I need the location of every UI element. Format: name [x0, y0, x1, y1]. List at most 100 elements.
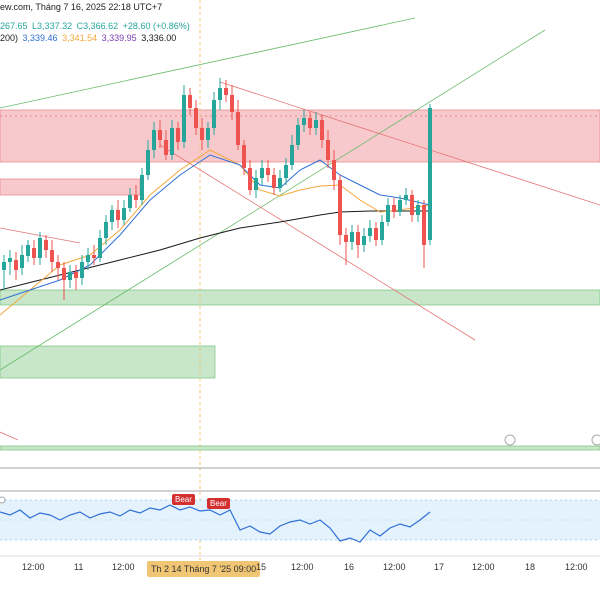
candle-body	[266, 168, 270, 175]
candle-body	[146, 150, 150, 175]
candle-body	[92, 255, 96, 258]
candle-body	[176, 128, 180, 142]
x-label-6: 16	[344, 562, 355, 572]
x-label-2: 11	[74, 562, 84, 572]
ma-legend: 200) 3,339.46 3,341.54 3,339.95 3,336.00	[0, 33, 178, 43]
candle-body	[326, 140, 330, 160]
candle-body	[362, 236, 366, 245]
candle-body	[344, 235, 348, 242]
candle-body	[404, 195, 408, 200]
downtrend-line-2	[159, 144, 476, 341]
candle-body	[20, 255, 24, 268]
candle-body	[224, 88, 228, 95]
candle-body	[98, 238, 102, 258]
crosshair-date-label: Th 2 14 Tháng 7 '25 09:00	[147, 561, 261, 577]
x-label-7: 12:00	[383, 562, 406, 572]
candle-body	[242, 145, 246, 168]
ohlc-close: C3,366.62	[76, 21, 119, 31]
ma-value-4: 3,336.00	[141, 33, 177, 43]
candle-body	[140, 175, 144, 200]
candle-body	[278, 178, 282, 188]
candle-body	[158, 130, 162, 140]
candle-body	[422, 205, 426, 245]
candle-body	[170, 128, 174, 155]
candle-body	[380, 222, 384, 240]
candle-body	[200, 128, 204, 140]
ohlc-values: 267.65 L3,337.32 C3,366.62 +28.60 (+0.86…	[0, 21, 192, 31]
candle-body	[428, 108, 432, 240]
candle-body	[230, 95, 234, 112]
x-label-5: 12:00	[291, 562, 314, 572]
ma-value-1: 3,339.46	[22, 33, 58, 43]
x-label-8: 17	[434, 562, 445, 572]
channel-upper-line	[0, 17, 416, 109]
candle-body	[110, 210, 114, 222]
support-zone-low	[0, 345, 216, 379]
candle-body	[212, 100, 216, 128]
x-label-3: 12:00	[112, 562, 135, 572]
ma-period: 200)	[0, 33, 19, 43]
x-label-11: 12:00	[565, 562, 588, 572]
candle-body	[206, 128, 210, 140]
candle-body	[320, 120, 324, 140]
oscillator-line	[0, 504, 431, 543]
candle-body	[68, 272, 72, 280]
ohlc-legend: ew.com, Tháng 7 16, 2025 22:18 UTC+7	[0, 2, 164, 12]
candle-body	[356, 232, 360, 245]
candle-body	[260, 168, 264, 178]
osc-marker-3	[0, 496, 6, 504]
candle-body	[194, 108, 198, 128]
candle-body	[50, 250, 54, 262]
candle-body	[272, 175, 276, 188]
candle-body	[104, 222, 108, 238]
candle-body	[32, 248, 36, 258]
ma-value-2: 3,341.54	[62, 33, 98, 43]
candle-body	[122, 208, 126, 220]
osc-marker-2	[591, 434, 600, 446]
candle-body	[338, 180, 342, 235]
candle-body	[368, 228, 372, 236]
osc-marker-1	[504, 434, 516, 446]
support-zone-bottom	[0, 445, 600, 451]
candle-body	[302, 118, 306, 125]
channel-lower-line	[0, 29, 546, 371]
candle-body	[248, 168, 252, 190]
candle-body	[44, 240, 48, 250]
x-label-1: 12:00	[22, 562, 45, 572]
candle-body	[62, 268, 66, 280]
candle-body	[80, 262, 84, 278]
candle-body	[116, 210, 120, 220]
candle-body	[86, 255, 90, 262]
candle-body	[164, 140, 168, 155]
candle-body	[2, 262, 6, 270]
candle-body	[332, 160, 336, 180]
resistance-zone-small	[0, 178, 141, 196]
candle-body	[254, 178, 258, 190]
candle-body	[134, 195, 138, 200]
candle-body	[314, 120, 318, 128]
candles	[2, 78, 432, 300]
candle-body	[416, 205, 420, 215]
candle-body	[182, 95, 186, 142]
ohlc-open: 267.65	[0, 21, 28, 31]
candle-body	[74, 272, 78, 278]
candle-body	[350, 232, 354, 242]
candle-body	[284, 165, 288, 178]
candle-body	[218, 88, 222, 100]
candle-body	[296, 125, 300, 145]
ohlc-low: L3,337.32	[32, 21, 73, 31]
candle-body	[8, 258, 12, 262]
x-label-10: 18	[525, 562, 536, 572]
downtrend-line-4	[0, 431, 19, 441]
candle-body	[14, 260, 18, 270]
candle-body	[290, 145, 294, 165]
candle-body	[38, 238, 42, 258]
candle-body	[188, 95, 192, 108]
x-label-9: 12:00	[472, 562, 495, 572]
candle-body	[386, 205, 390, 222]
source-title: ew.com, Tháng 7 16, 2025 22:18 UTC+7	[0, 2, 163, 12]
candle-body	[398, 200, 402, 212]
support-zone	[0, 289, 600, 306]
